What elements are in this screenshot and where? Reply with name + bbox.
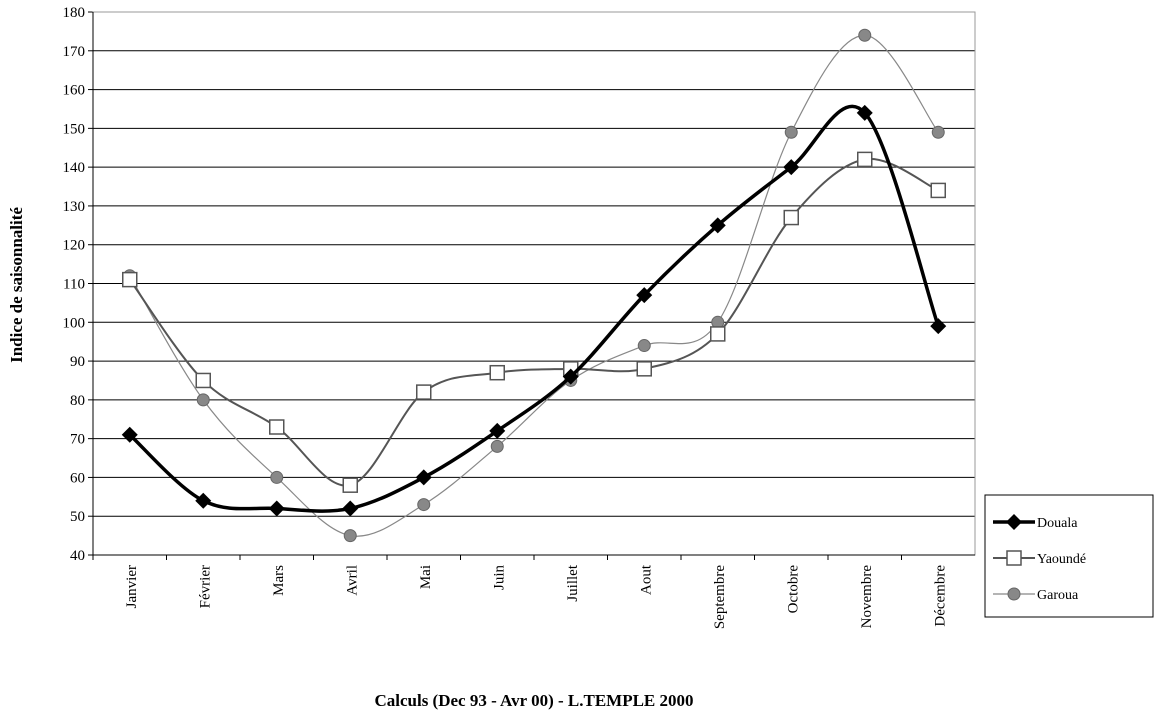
x-tick-label: Janvier	[124, 565, 140, 608]
y-tick-label: 60	[70, 470, 85, 486]
y-tick-label: 90	[70, 354, 85, 370]
marker	[268, 500, 285, 517]
marker	[416, 384, 432, 400]
marker	[783, 209, 799, 226]
marker	[710, 326, 726, 342]
legend-label: Douala	[1037, 516, 1078, 531]
x-tick-label: Aout	[638, 564, 654, 595]
marker	[1006, 550, 1022, 566]
marker	[709, 217, 726, 234]
marker	[195, 372, 211, 389]
marker	[122, 271, 138, 288]
marker	[121, 426, 138, 443]
marker	[417, 498, 431, 512]
y-tick-label: 70	[70, 432, 85, 448]
y-tick-label: 180	[63, 5, 86, 21]
y-tick-label: 100	[63, 315, 86, 331]
marker	[269, 419, 285, 435]
marker	[490, 439, 504, 453]
y-tick-label: 170	[63, 44, 86, 60]
y-tick-label: 160	[63, 83, 86, 99]
y-tick-label: 40	[70, 548, 85, 564]
x-axis-title: Calculs (Dec 93 - Avr 00) - L.TEMPLE 200…	[374, 691, 693, 710]
marker	[196, 393, 210, 407]
x-tick-label: Décembre	[932, 565, 948, 627]
y-tick-label: 140	[63, 160, 86, 176]
marker	[783, 159, 800, 176]
marker	[930, 182, 946, 199]
x-tick-label: Octobre	[785, 565, 801, 614]
y-tick-label: 120	[63, 238, 86, 254]
marker	[270, 470, 284, 484]
marker	[1007, 587, 1021, 601]
y-tick-label: 150	[63, 121, 86, 137]
x-tick-label: Novembre	[859, 565, 875, 629]
y-tick-label: 50	[70, 509, 85, 525]
x-tick-label: Avril	[344, 565, 360, 596]
legend-label: Garoua	[1037, 588, 1079, 603]
marker	[856, 104, 873, 121]
marker	[489, 364, 505, 381]
x-tick-label: Février	[197, 565, 213, 608]
y-tick-label: 80	[70, 393, 85, 409]
marker	[636, 287, 653, 304]
y-axis-title: Indice de saisonnalité	[7, 207, 26, 363]
x-tick-label: Mai	[418, 565, 434, 589]
marker	[415, 469, 432, 486]
marker	[195, 492, 212, 509]
marker	[636, 361, 652, 377]
x-tick-label: Mars	[271, 565, 287, 596]
y-tick-label: 130	[63, 199, 86, 215]
legend-label: Yaoundé	[1037, 552, 1086, 567]
marker	[930, 318, 947, 335]
marker	[858, 28, 872, 42]
marker	[489, 422, 506, 439]
series-line	[129, 34, 939, 537]
y-tick-label: 110	[63, 277, 85, 293]
marker	[562, 368, 579, 385]
marker	[342, 500, 359, 517]
x-tick-label: Juin	[491, 565, 507, 591]
marker	[343, 529, 357, 543]
marker	[784, 125, 798, 139]
marker	[931, 125, 945, 139]
x-tick-label: Septembre	[712, 565, 728, 629]
marker	[637, 339, 651, 353]
x-tick-label: Juillet	[565, 564, 581, 601]
marker	[857, 151, 873, 168]
marker	[342, 477, 358, 493]
marker	[1006, 514, 1022, 530]
